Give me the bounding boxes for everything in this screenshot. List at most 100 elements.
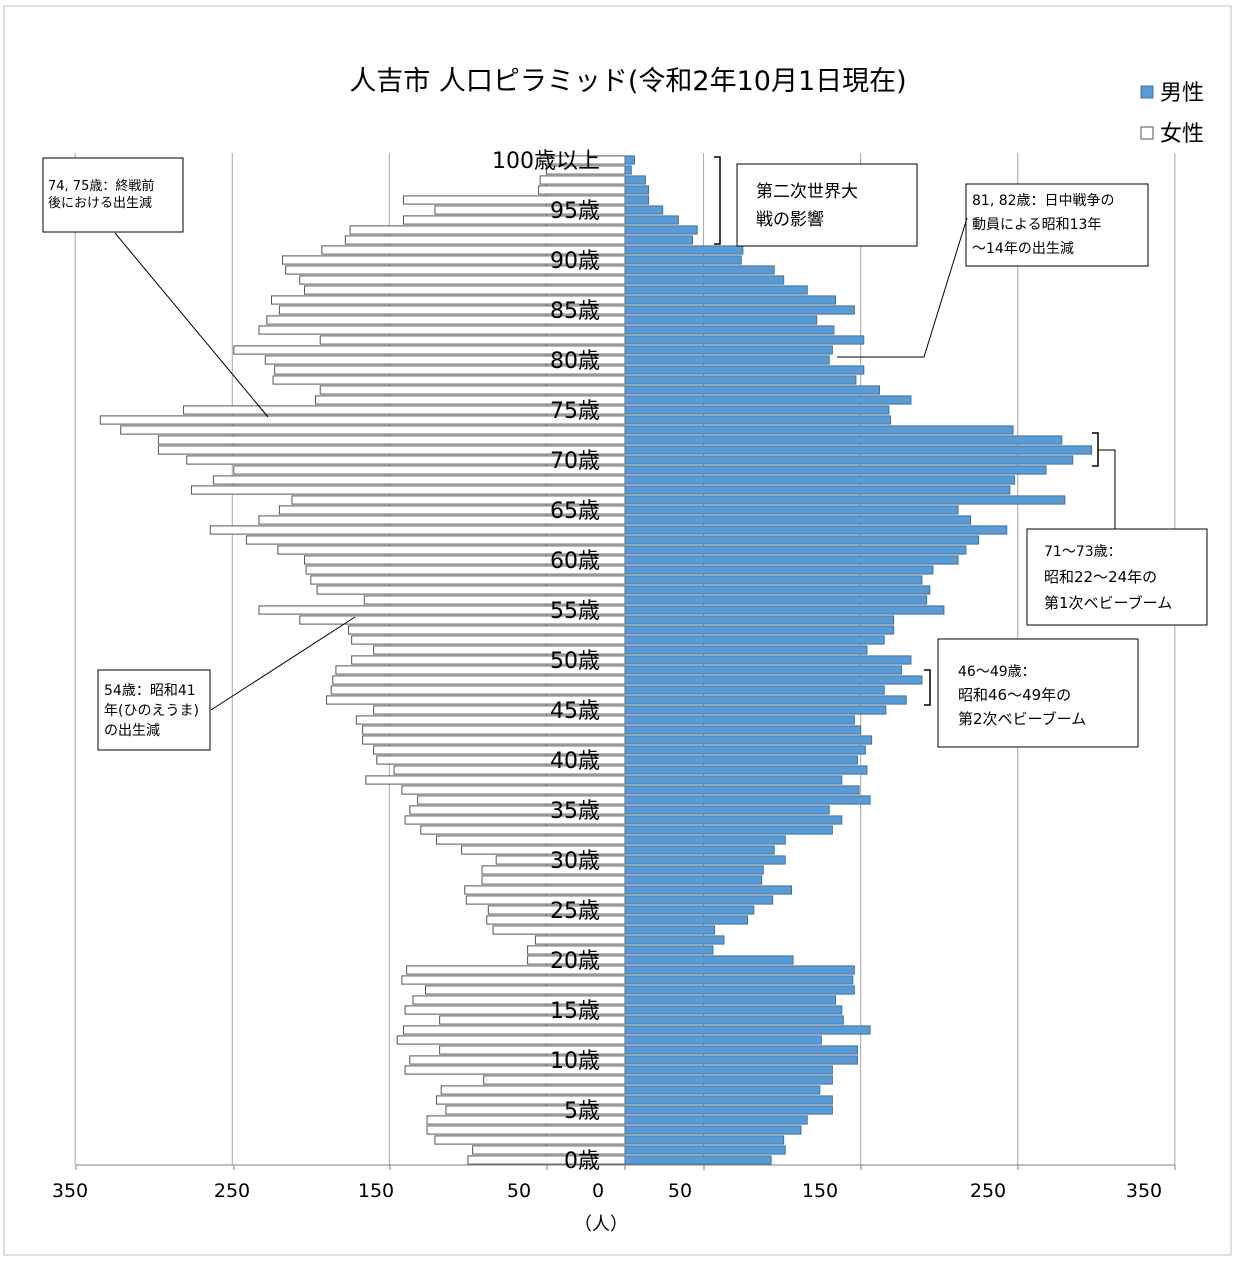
annotation-74-75-line1: 74, 75歳：終戦前 [48, 178, 154, 194]
legend-male-swatch [1140, 85, 1154, 99]
male-bar-age-47 [624, 685, 885, 695]
male-bar-age-18 [624, 975, 854, 985]
male-bar-age-74 [624, 415, 891, 425]
female-bar-age-98 [539, 175, 626, 185]
male-bar-age-99 [624, 165, 632, 175]
age-label: 25歳 [550, 899, 600, 924]
x-tick-label: 350 [1126, 1180, 1162, 1202]
female-bar-age-18 [401, 975, 626, 985]
female-bar-age-97 [538, 185, 626, 195]
female-bar-age-67 [190, 485, 626, 495]
female-bar-age-1 [472, 1145, 626, 1155]
male-bar-age-40 [624, 755, 859, 765]
age-label: 30歳 [550, 849, 600, 874]
age-label: 50歳 [550, 649, 600, 674]
female-bar-age-12 [396, 1035, 626, 1045]
male-bar-age-38 [624, 775, 843, 785]
male-bar-age-4 [624, 1115, 808, 1125]
female-bar-age-33 [420, 825, 626, 835]
male-bar-age-43 [624, 725, 862, 735]
male-bar-age-51 [624, 645, 868, 655]
male-bar-age-44 [624, 715, 855, 725]
male-bar-age-35 [624, 805, 830, 815]
male-bar-age-19 [624, 965, 855, 975]
male-bar-age-24 [624, 915, 749, 925]
male-bar-age-16 [624, 995, 837, 1005]
male-bar-age-29 [624, 865, 764, 875]
female-bar-age-22 [534, 935, 626, 945]
male-bar-age-96 [624, 195, 650, 205]
male-bar-age-23 [624, 925, 716, 935]
female-bar-age-63 [209, 525, 626, 535]
annotation-71-73: 71～73歳： 昭和22～24年の 第1次ベビーブーム [1026, 432, 1208, 626]
male-bar-age-48 [624, 675, 923, 685]
female-bar-age-13 [402, 1025, 626, 1035]
male-bar-age-42 [624, 735, 873, 745]
male-bar-age-67 [624, 485, 1011, 495]
female-bar-age-43 [362, 725, 626, 735]
female-bar-age-77 [319, 385, 626, 395]
male-bar-age-54 [624, 615, 895, 625]
male-bar-age-41 [624, 745, 866, 755]
male-bar-age-6 [624, 1095, 833, 1105]
female-bar-age-92 [344, 235, 626, 245]
age-label: 10歳 [550, 1049, 600, 1074]
male-bar-age-20 [624, 955, 794, 965]
age-label: 100歳以上 [492, 149, 600, 174]
annotation-46-49-line3: 第2次ベビーブーム [958, 710, 1086, 728]
male-bar-age-46 [624, 695, 907, 705]
age-label: 15歳 [550, 999, 600, 1024]
male-bar-age-21 [624, 945, 714, 955]
male-bar-age-63 [624, 525, 1008, 535]
male-bar-age-0 [624, 1155, 772, 1165]
male-bar-age-2 [624, 1135, 785, 1145]
male-bar-age-71 [624, 445, 1093, 455]
male-bar-age-53 [624, 625, 895, 635]
annotation-81-82-line1: 81, 82歳：日中戦争の [972, 193, 1115, 209]
female-bar-age-28 [481, 875, 626, 885]
female-bar-age-93 [349, 225, 626, 235]
male-bar-age-39 [624, 765, 868, 775]
annotation-46-49: 46～49歳： 昭和46～49年の 第2次ベビーブーム [924, 638, 1139, 748]
age-label: 80歳 [550, 349, 600, 374]
legend-female-swatch [1140, 126, 1154, 140]
male-bar-age-31 [624, 845, 775, 855]
age-label: 75歳 [550, 399, 600, 424]
male-bar-age-68 [624, 475, 1016, 485]
male-bar-age-11 [624, 1045, 859, 1055]
annotation-74-75: 74, 75歳：終戦前 後における出生減 [42, 157, 269, 418]
age-label: 95歳 [550, 199, 600, 224]
age-label: 55歳 [550, 599, 600, 624]
male-bar-age-34 [624, 815, 843, 825]
x-axis-label: （人） [574, 1214, 628, 1235]
female-bar-age-78 [272, 375, 626, 385]
male-bar-age-49 [624, 665, 902, 675]
male-bar-age-91 [624, 245, 744, 255]
male-bar-age-79 [624, 365, 865, 375]
male-bar-age-56 [624, 595, 928, 605]
female-bar-age-72 [157, 435, 626, 445]
male-bar-age-27 [624, 885, 793, 895]
male-bar-age-85 [624, 305, 855, 315]
age-label: 35歳 [550, 799, 600, 824]
male-bar-age-30 [624, 855, 786, 865]
female-bar-age-83 [258, 325, 626, 335]
male-bar-age-37 [624, 785, 860, 795]
female-bar-age-87 [304, 285, 626, 295]
age-label: 85歳 [550, 299, 600, 324]
male-bar-age-88 [624, 275, 785, 285]
male-bar-age-3 [624, 1125, 802, 1135]
age-label: 0歳 [564, 1149, 600, 1174]
female-bar-age-38 [365, 775, 626, 785]
female-bar-age-88 [299, 275, 626, 285]
male-bar-age-13 [624, 1025, 871, 1035]
age-label: 5歳 [564, 1099, 600, 1124]
legend: 男性 女性 [1140, 81, 1204, 147]
male-bar-age-57 [624, 585, 931, 595]
female-bar-age-82 [319, 335, 626, 345]
age-label: 70歳 [550, 449, 600, 474]
female-bar-age-0 [467, 1155, 626, 1165]
male-bar-age-10 [624, 1055, 859, 1065]
age-label: 40歳 [550, 749, 600, 774]
